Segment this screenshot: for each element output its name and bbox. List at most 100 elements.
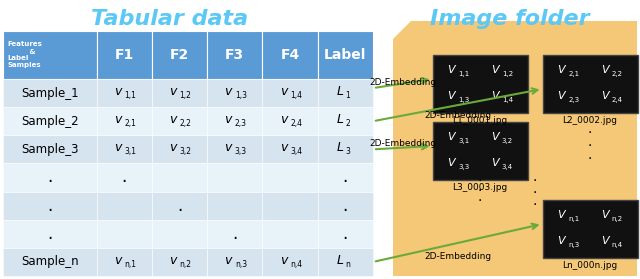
- Text: .: .: [478, 180, 482, 194]
- Text: Label: Label: [324, 48, 367, 62]
- Bar: [3, 248, 97, 276]
- Text: $\mathit{V}$: $\mathit{V}$: [491, 89, 501, 101]
- Text: $\mathit{V}$: $\mathit{V}$: [557, 89, 567, 101]
- Text: $\mathit{v}$: $\mathit{v}$: [114, 85, 124, 98]
- Bar: [152, 248, 207, 276]
- Bar: [317, 220, 373, 248]
- Bar: [3, 79, 97, 107]
- Text: 3,1: 3,1: [458, 138, 469, 144]
- Text: Sample_n: Sample_n: [21, 256, 79, 268]
- Bar: [152, 79, 207, 107]
- Text: .: .: [588, 135, 592, 149]
- Text: n,1: n,1: [568, 216, 579, 222]
- Text: F4: F4: [280, 48, 300, 62]
- Text: .: .: [533, 194, 537, 208]
- Bar: [317, 192, 373, 220]
- Text: F3: F3: [225, 48, 244, 62]
- Text: $\mathit{V}$: $\mathit{V}$: [491, 156, 501, 168]
- Text: $\mathit{v}$: $\mathit{v}$: [280, 113, 289, 126]
- Text: 2,4: 2,4: [612, 97, 623, 103]
- Text: 2,2: 2,2: [179, 119, 191, 128]
- Text: n,2: n,2: [179, 260, 191, 269]
- Bar: [317, 163, 373, 192]
- Text: L1_0001.jpg: L1_0001.jpg: [452, 116, 508, 125]
- Bar: [207, 79, 262, 107]
- Bar: [207, 192, 262, 220]
- Text: $\mathit{v}$: $\mathit{v}$: [114, 254, 124, 267]
- Text: $\mathit{V}$: $\mathit{V}$: [600, 63, 611, 75]
- Text: $\mathit{v}$: $\mathit{v}$: [169, 141, 179, 154]
- Text: $\mathit{v}$: $\mathit{v}$: [224, 85, 234, 98]
- Text: $\mathit{V}$: $\mathit{V}$: [557, 234, 567, 246]
- Bar: [207, 220, 262, 248]
- Text: 2D-Embedding: 2D-Embedding: [424, 252, 492, 261]
- Text: Sample_2: Sample_2: [21, 115, 79, 128]
- Bar: [317, 31, 373, 79]
- Bar: [317, 79, 373, 107]
- Text: $\mathit{v}$: $\mathit{v}$: [169, 254, 179, 267]
- Text: 2D-Embedding: 2D-Embedding: [369, 139, 436, 148]
- Text: 3,4: 3,4: [502, 164, 513, 170]
- Text: .: .: [533, 170, 537, 184]
- Text: 1,2: 1,2: [502, 71, 513, 77]
- Text: 1,1: 1,1: [124, 91, 136, 100]
- Text: $\mathit{v}$: $\mathit{v}$: [224, 113, 234, 126]
- Bar: [97, 31, 152, 79]
- Text: 2,3: 2,3: [568, 97, 579, 103]
- Text: Tabular data: Tabular data: [92, 9, 248, 29]
- Text: $\mathit{v}$: $\mathit{v}$: [169, 113, 179, 126]
- Text: F2: F2: [170, 48, 189, 62]
- Text: Sample_3: Sample_3: [21, 143, 79, 156]
- Text: $\mathit{v}$: $\mathit{v}$: [114, 141, 124, 154]
- Bar: [3, 107, 97, 135]
- Text: 2: 2: [346, 119, 350, 128]
- Text: $\mathit{v}$: $\mathit{v}$: [169, 85, 179, 98]
- Text: .: .: [588, 148, 592, 162]
- Text: 2D-Embedding: 2D-Embedding: [369, 78, 436, 87]
- Text: $\mathit{V}$: $\mathit{V}$: [491, 63, 501, 75]
- Text: $\mathit{v}$: $\mathit{v}$: [280, 85, 289, 98]
- Text: $\mathit{V}$: $\mathit{V}$: [491, 130, 501, 142]
- Text: 1,4: 1,4: [290, 91, 302, 100]
- Bar: [262, 248, 317, 276]
- Text: .: .: [47, 169, 52, 186]
- Text: .: .: [122, 169, 127, 186]
- Text: $\mathit{v}$: $\mathit{v}$: [114, 113, 124, 126]
- Text: 3,2: 3,2: [179, 147, 191, 156]
- Bar: [152, 135, 207, 163]
- Bar: [262, 220, 317, 248]
- Text: 3: 3: [346, 147, 350, 156]
- Bar: [317, 107, 373, 135]
- Text: .: .: [343, 225, 348, 243]
- Text: $\mathit{V}$: $\mathit{V}$: [557, 63, 567, 75]
- Bar: [262, 135, 317, 163]
- Text: $\mathit{v}$: $\mathit{v}$: [224, 254, 234, 267]
- Text: 1,1: 1,1: [458, 71, 469, 77]
- Text: Image folder: Image folder: [430, 9, 590, 29]
- Text: 1,2: 1,2: [179, 91, 191, 100]
- Text: $\mathit{V}$: $\mathit{V}$: [447, 130, 457, 142]
- Bar: [3, 31, 97, 79]
- Text: .: .: [47, 197, 52, 215]
- Text: n: n: [346, 260, 350, 269]
- Bar: [3, 220, 97, 248]
- Bar: [97, 135, 152, 163]
- Text: 1,3: 1,3: [458, 97, 469, 103]
- Bar: [97, 79, 152, 107]
- Text: $\mathit{V}$: $\mathit{V}$: [557, 208, 567, 220]
- Text: .: .: [343, 169, 348, 186]
- Text: $\mathit{V}$: $\mathit{V}$: [447, 156, 457, 168]
- Text: .: .: [177, 197, 182, 215]
- Text: Features
         &
Label
Samples: Features & Label Samples: [7, 42, 42, 69]
- Text: n,3: n,3: [568, 242, 579, 248]
- Text: .: .: [588, 122, 592, 136]
- Bar: [207, 163, 262, 192]
- Text: $\mathit{V}$: $\mathit{V}$: [600, 234, 611, 246]
- Bar: [3, 163, 97, 192]
- Text: n,3: n,3: [235, 260, 247, 269]
- Text: .: .: [478, 170, 482, 184]
- Text: 2,2: 2,2: [612, 71, 623, 77]
- Bar: [317, 248, 373, 276]
- Bar: [97, 220, 152, 248]
- Bar: [97, 192, 152, 220]
